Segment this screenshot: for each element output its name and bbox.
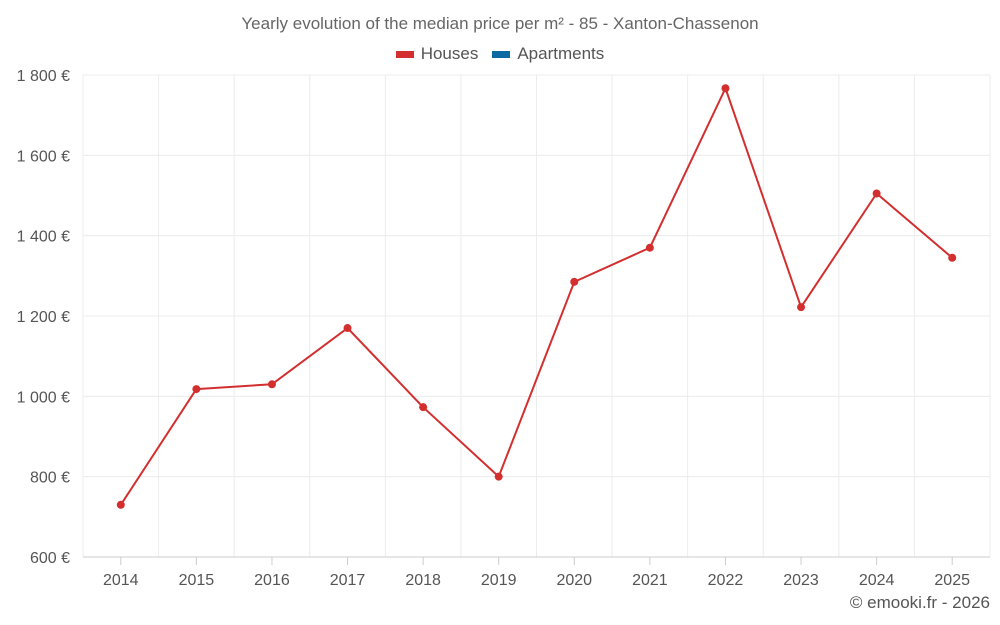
- legend: Houses Apartments: [0, 44, 1000, 64]
- legend-label-apartments: Apartments: [517, 44, 605, 63]
- legend-item-apartments[interactable]: Apartments: [492, 44, 604, 64]
- data-point[interactable]: [116, 500, 125, 509]
- y-tick-label: 800 €: [30, 470, 70, 487]
- series: [116, 84, 957, 509]
- y-tick-label: 600 €: [30, 550, 70, 567]
- data-point[interactable]: [267, 380, 276, 389]
- data-point[interactable]: [419, 403, 428, 412]
- legend-item-houses[interactable]: Houses: [395, 44, 479, 64]
- x-tick-label: 2020: [556, 572, 592, 589]
- x-tick-label: 2018: [405, 572, 441, 589]
- data-point[interactable]: [570, 277, 579, 286]
- x-tick-label: 2016: [254, 572, 290, 589]
- x-tick-label: 2021: [632, 572, 668, 589]
- x-tick-label: 2015: [179, 572, 215, 589]
- data-point[interactable]: [494, 472, 503, 481]
- y-tick-label: 1 200 €: [17, 309, 70, 326]
- x-tick-label: 2022: [708, 572, 744, 589]
- x-tick-label: 2025: [934, 572, 970, 589]
- data-point[interactable]: [343, 324, 352, 333]
- series-line-houses: [119, 87, 953, 506]
- y-tick-label: 1 800 €: [17, 68, 70, 85]
- data-point[interactable]: [872, 189, 881, 198]
- legend-swatch-houses: [395, 50, 414, 58]
- chart-title: Yearly evolution of the median price per…: [241, 14, 759, 33]
- data-point[interactable]: [797, 303, 806, 312]
- axes: 600 € 800 € 1 000 € 1 200 € 1 400 € 1 600 € 1 …: [17, 68, 990, 589]
- y-tick-label: 1 400 €: [17, 229, 70, 246]
- legend-label-houses: Houses: [420, 44, 479, 63]
- x-tick-label: 2014: [103, 572, 139, 589]
- data-point[interactable]: [192, 385, 201, 394]
- data-point[interactable]: [948, 253, 957, 262]
- data-point[interactable]: [645, 243, 654, 252]
- x-tick-label: 2024: [859, 572, 895, 589]
- credit: © emooki.fr - 2026: [849, 593, 990, 612]
- legend-swatch-apartments: [492, 50, 511, 58]
- x-tick-label: 2017: [330, 572, 366, 589]
- y-tick-label: 1 600 €: [17, 148, 70, 165]
- x-tick-label: 2019: [481, 572, 517, 589]
- y-tick-label: 1 000 €: [17, 389, 70, 406]
- grid: [82, 74, 991, 557]
- data-point[interactable]: [721, 84, 730, 93]
- x-tick-label: 2023: [783, 572, 819, 589]
